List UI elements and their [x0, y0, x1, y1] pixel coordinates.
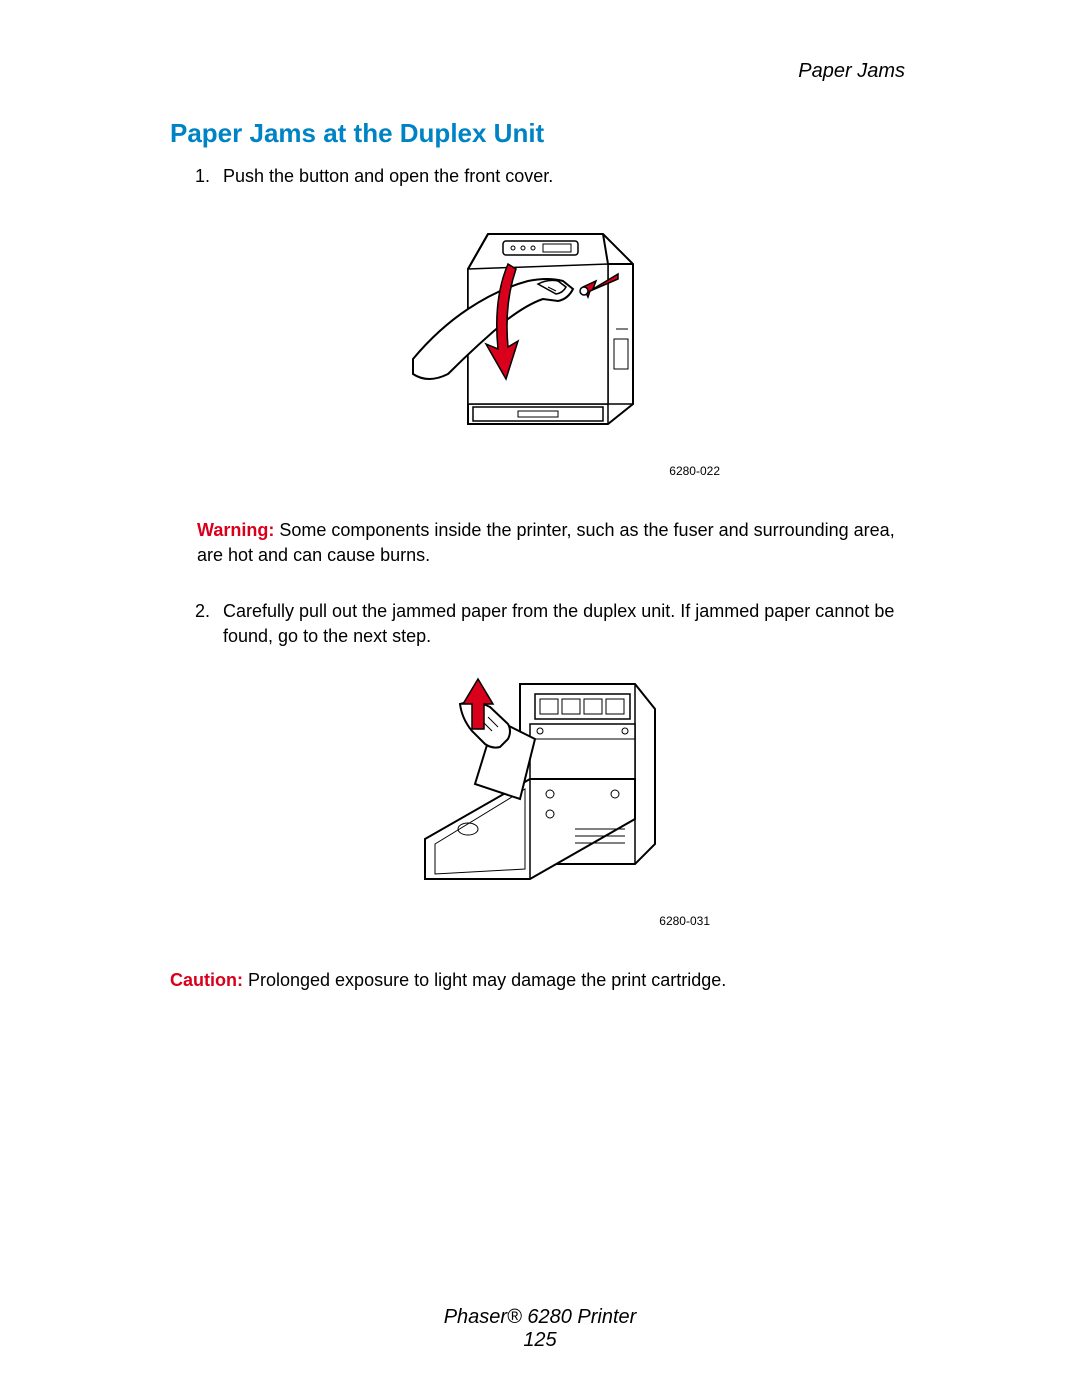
figure-label: 6280-031	[170, 914, 910, 928]
section-title: Paper Jams at the Duplex Unit	[170, 118, 910, 149]
step-text: Carefully pull out the jammed paper from…	[223, 599, 910, 649]
printer-open-cover-illustration	[408, 209, 673, 449]
step-list: 1. Push the button and open the front co…	[170, 164, 910, 189]
step-number: 2.	[195, 599, 223, 649]
figure-2	[170, 669, 910, 904]
figure-label: 6280-022	[170, 464, 910, 478]
page-header-section: Paper Jams	[170, 60, 910, 83]
warning-label: Warning:	[197, 520, 274, 540]
step-item: 1. Push the button and open the front co…	[195, 164, 910, 189]
warning-block: Warning: Some components inside the prin…	[170, 518, 910, 568]
caution-label: Caution:	[170, 970, 243, 990]
caution-text: Prolonged exposure to light may damage t…	[243, 970, 726, 990]
footer-product: Phaser® 6280 Printer	[0, 1306, 1080, 1329]
figure-1	[170, 209, 910, 454]
footer-page-number: 125	[0, 1329, 1080, 1352]
warning-text: Some components inside the printer, such…	[197, 520, 895, 565]
page-footer: Phaser® 6280 Printer 125	[0, 1306, 1080, 1352]
step-text: Push the button and open the front cover…	[223, 164, 910, 189]
caution-block: Caution: Prolonged exposure to light may…	[170, 968, 910, 993]
step-item: 2. Carefully pull out the jammed paper f…	[195, 599, 910, 649]
printer-pull-paper-illustration	[400, 669, 680, 899]
step-list-2: 2. Carefully pull out the jammed paper f…	[170, 599, 910, 649]
step-number: 1.	[195, 164, 223, 189]
